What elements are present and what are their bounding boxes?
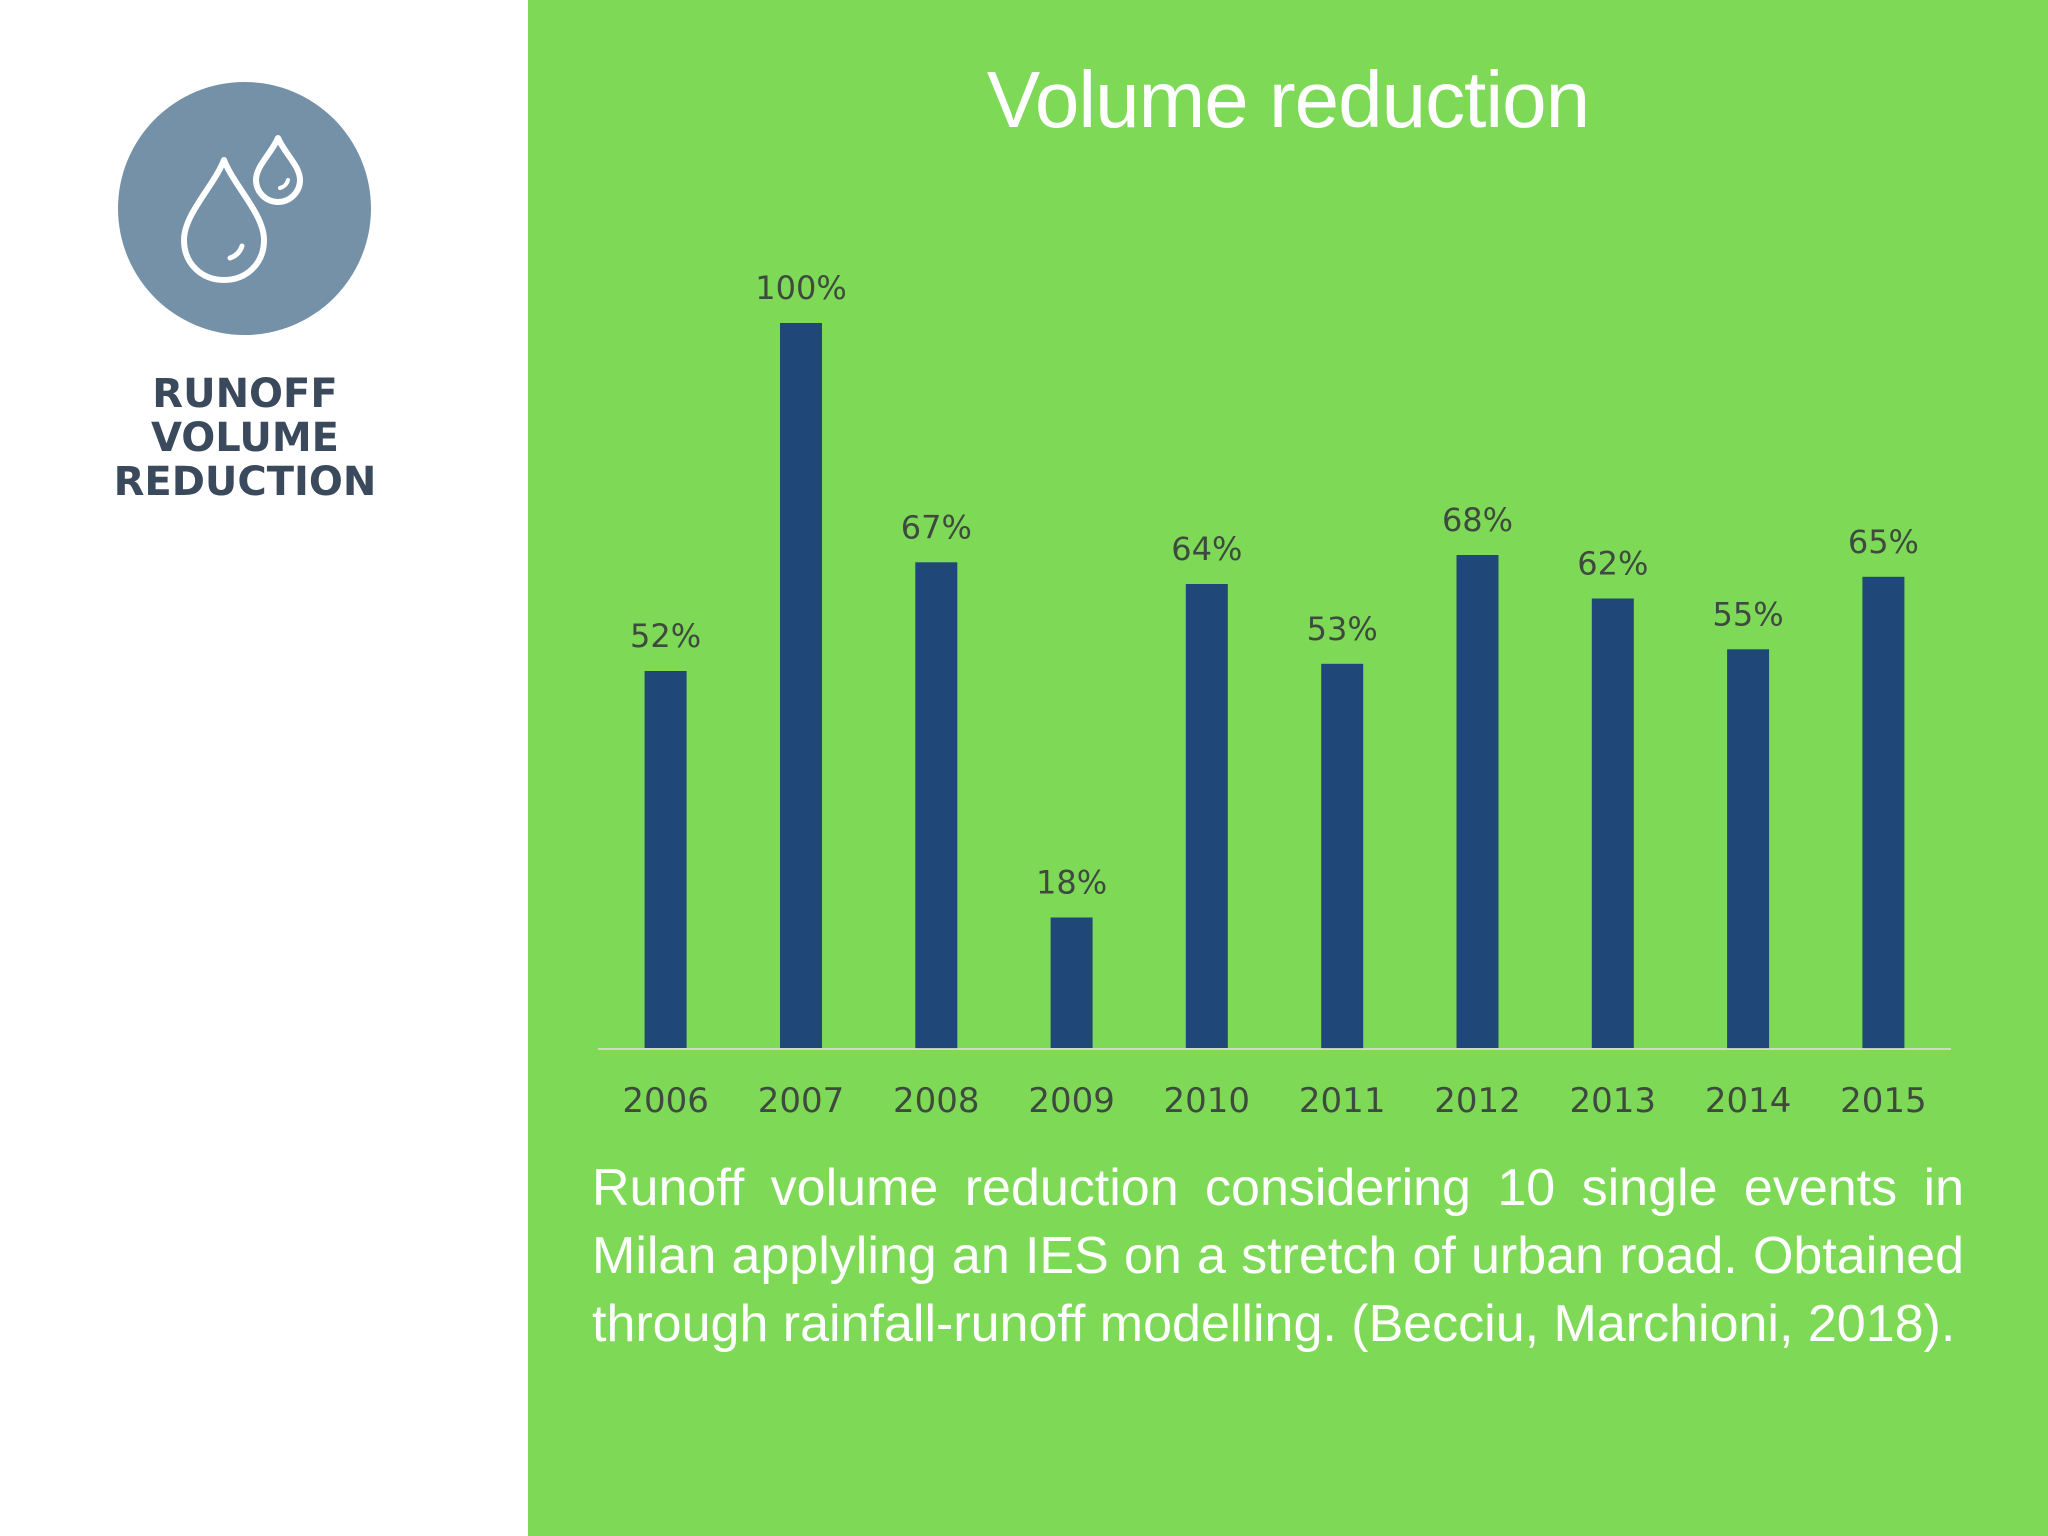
data-label: 62%	[1577, 545, 1648, 583]
x-tick-label: 2015	[1840, 1081, 1927, 1121]
data-label: 55%	[1713, 595, 1784, 633]
data-label: 67%	[901, 508, 972, 546]
chart-title: Volume reduction	[986, 55, 1590, 144]
x-tick-label: 2013	[1570, 1081, 1657, 1121]
chart-caption: Runoff volume reduction considering 10 s…	[592, 1159, 1964, 1353]
x-tick-label: 2006	[622, 1081, 709, 1121]
data-label: 64%	[1171, 530, 1242, 568]
left-panel: RUNOFF VOLUME REDUCTION	[0, 0, 528, 1536]
water-drops-icon	[181, 135, 303, 283]
bar	[1591, 598, 1634, 1048]
data-label: 52%	[630, 617, 701, 655]
badge-label-line: VOLUME	[151, 415, 339, 461]
bar	[1050, 917, 1093, 1048]
x-tick-label: 2008	[893, 1081, 980, 1121]
runoff-badge	[118, 82, 371, 335]
bar	[1727, 649, 1770, 1049]
data-label: 100%	[755, 269, 846, 307]
x-tick-label: 2011	[1299, 1081, 1386, 1121]
data-label: 53%	[1307, 610, 1378, 648]
bar	[1185, 584, 1228, 1048]
data-label: 68%	[1442, 501, 1513, 539]
bar	[1862, 576, 1905, 1049]
badge-label-line: REDUCTION	[113, 459, 377, 505]
bar	[1456, 555, 1499, 1048]
badge-label: RUNOFF VOLUME REDUCTION	[100, 372, 390, 504]
bar	[915, 562, 958, 1049]
x-tick-label: 2009	[1028, 1081, 1115, 1121]
data-label: 18%	[1036, 864, 1107, 902]
x-tick-label: 2014	[1705, 1081, 1792, 1121]
x-tick-label: 2007	[758, 1081, 845, 1121]
x-tick-label: 2012	[1434, 1081, 1521, 1121]
x-tick-label: 2010	[1164, 1081, 1251, 1121]
bar	[780, 323, 822, 1048]
bar	[1321, 663, 1364, 1049]
data-label: 65%	[1848, 523, 1919, 561]
badge-label-line: RUNOFF	[152, 371, 338, 417]
bar	[644, 671, 687, 1048]
